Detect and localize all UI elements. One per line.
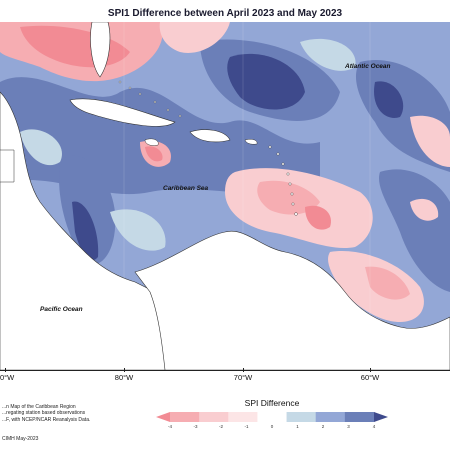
florida-peninsula [90, 22, 111, 78]
wet-zone [379, 169, 450, 292]
legend-swatch-min [156, 412, 170, 422]
mild-dry-zone [410, 198, 439, 221]
light-wet-zone [300, 38, 356, 71]
footer-note-line: ...n Map of the Caribbean Region [2, 404, 76, 410]
wet-zone [59, 155, 116, 265]
south-america-landmass [134, 230, 450, 370]
legend-colorbar [156, 412, 388, 422]
legend-tick-label: -4 [167, 424, 173, 429]
legend-swatch [315, 412, 346, 422]
strong-dry-core [145, 146, 163, 162]
puerto-rico-island [244, 138, 258, 145]
light-wet-zone [110, 209, 166, 251]
footer-note-line: ...regating station based observations [2, 410, 86, 417]
legend-title: SPI Difference [244, 398, 300, 408]
legend-tick-label: -3 [193, 424, 198, 429]
legend-swatch [257, 412, 288, 422]
map-title: SPI1 Difference between April 2023 and M… [107, 8, 343, 19]
graticule [123, 22, 371, 370]
spi-legend: SPI Difference -4 -3 -2 -1 0 1 2 3 4 [152, 398, 392, 438]
lon-tick [5, 368, 6, 372]
legend-swatch [228, 412, 258, 422]
legend-tick-label: 3 [347, 424, 350, 429]
pacific-ocean-label: Pacific Ocean [40, 306, 83, 313]
map-canvas [0, 22, 450, 370]
footer-note-line: ...F, with NCEP/NCAR Reanalysis Data. [2, 416, 91, 423]
legend-tick-label: 1 [296, 424, 299, 429]
spi-difference-map [0, 22, 450, 371]
hispaniola-island [189, 129, 231, 143]
legend-tick-label: -2 [218, 424, 224, 429]
mild-dry-zone [159, 22, 230, 53]
footer-note: ...n Map of the Caribbean Region ...rega… [2, 404, 152, 423]
legend-tick-labels: -4 -3 -2 -1 0 1 2 3 4 [152, 424, 392, 432]
longitude-label: 90°W [0, 373, 15, 382]
longitude-label: 80°W [114, 373, 134, 382]
dry-zone [257, 180, 320, 215]
lon-tick [243, 368, 244, 372]
legend-swatch-max [374, 412, 388, 422]
yucatan-landmass [0, 149, 15, 183]
longitude-label: 70°W [233, 373, 253, 382]
strong-dry-core [305, 205, 331, 230]
legend-tick-label: 4 [372, 424, 376, 429]
legend-swatch [344, 412, 375, 422]
dry-zone [365, 266, 410, 300]
strong-wet-core [227, 53, 305, 110]
legend-tick-label: -1 [244, 424, 249, 429]
antilles-islands [118, 80, 298, 216]
caribbean-sea-label: Caribbean Sea [163, 185, 209, 192]
footer-credit: CIMH May-2023 [2, 436, 39, 442]
legend-tick-label: 2 [321, 424, 325, 429]
atlantic-ocean-label: Atlantic Ocean [345, 63, 391, 70]
legend-tick-label: 0 [270, 424, 274, 429]
legend-swatch [286, 412, 317, 422]
strong-wet-core [374, 81, 404, 118]
strong-wet-core [72, 201, 99, 261]
longitude-label: 60°W [360, 373, 380, 382]
light-wet-zone [20, 129, 62, 166]
lon-tick [124, 368, 125, 372]
mild-dry-zone [410, 115, 450, 167]
lon-tick [370, 368, 371, 372]
cuba-island [69, 98, 176, 127]
legend-swatch [170, 412, 200, 422]
jamaica-island [144, 138, 159, 146]
legend-swatch [199, 412, 229, 422]
